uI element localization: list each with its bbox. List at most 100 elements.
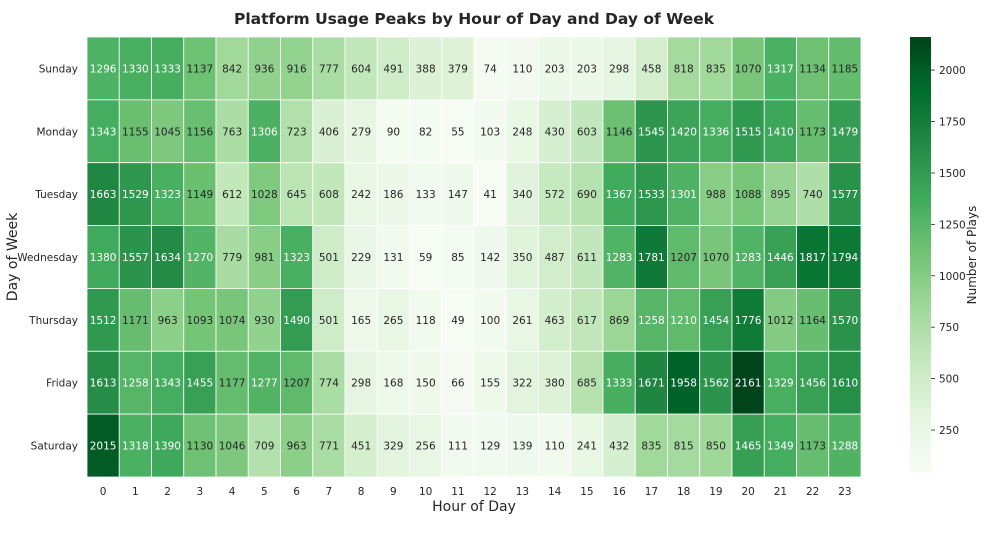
cell-value-label: 1490 [283, 315, 310, 327]
cell-value-label: 763 [222, 126, 242, 138]
heatmap-cell-labels: 1296 1330 1333 1137 842 936 916 777 604 491 388 379… [90, 63, 859, 452]
heatmap-cell [376, 413, 410, 478]
heatmap-cell [409, 413, 443, 478]
x-tick-label: 16 [612, 486, 626, 498]
cell-value-label: 1545 [638, 126, 665, 138]
cell-value-label: 963 [158, 315, 178, 327]
cell-value-label: 1296 [90, 63, 117, 75]
cell-value-label: 1155 [122, 126, 149, 138]
cell-value-label: 248 [512, 126, 532, 138]
cell-value-label: 451 [351, 441, 371, 453]
heatmap-cell [215, 36, 249, 101]
heatmap-cell [828, 99, 862, 164]
cell-value-label: 936 [254, 63, 274, 75]
cell-value-label: 501 [319, 252, 339, 264]
cell-value-label: 1333 [606, 378, 633, 390]
x-tick-label: 12 [483, 486, 496, 498]
cell-value-label: 1367 [606, 189, 633, 201]
cell-value-label: 1533 [638, 189, 665, 201]
heatmap-cell [312, 162, 346, 226]
heatmap-cell [667, 36, 701, 101]
cell-value-label: 1146 [606, 126, 633, 138]
heatmap-cell [602, 162, 636, 226]
heatmap-cell [183, 288, 217, 352]
heatmap-cell [763, 225, 797, 289]
heatmap-cell [505, 162, 539, 226]
heatmap-cell [312, 413, 346, 478]
cell-value-label: 1446 [767, 252, 794, 264]
cell-value-label: 1046 [219, 441, 246, 453]
colorbar-tick-label: 500 [939, 374, 959, 386]
cell-value-label: 1173 [799, 126, 826, 138]
x-tick-label: 23 [838, 486, 851, 498]
x-axis-label: Hour of Day [432, 499, 516, 515]
heatmap-cell [183, 99, 217, 164]
cell-value-label: 432 [609, 441, 629, 453]
heatmap-cell [699, 288, 733, 352]
cell-value-label: 1283 [735, 252, 762, 264]
heatmap-cells [86, 36, 862, 478]
heatmap-cell [505, 413, 539, 478]
y-tick-labels: Sunday Monday Tuesday Wednesday Thursday Frid… [17, 63, 78, 452]
cell-value-label: 818 [674, 63, 694, 75]
cell-value-label: 55 [451, 126, 464, 138]
cell-value-label: 49 [451, 315, 464, 327]
cell-value-label: 1456 [799, 378, 826, 390]
cell-value-label: 1610 [832, 378, 859, 390]
cell-value-label: 1318 [122, 441, 149, 453]
cell-value-label: 740 [803, 189, 823, 201]
cell-value-label: 430 [545, 126, 565, 138]
heatmap-cell [538, 288, 572, 352]
cell-value-label: 85 [451, 252, 464, 264]
cell-value-label: 963 [287, 441, 307, 453]
cell-value-label: 1210 [670, 315, 697, 327]
cell-value-label: 142 [480, 252, 500, 264]
heatmap-cell [570, 350, 604, 415]
cell-value-label: 1958 [670, 378, 697, 390]
cell-value-label: 1045 [154, 126, 181, 138]
cell-value-label: 41 [483, 189, 496, 201]
cell-value-label: 139 [512, 441, 532, 453]
cell-value-label: 1277 [251, 378, 278, 390]
cell-value-label: 1577 [832, 189, 859, 201]
cell-value-label: 1012 [767, 315, 794, 327]
cell-value-label: 298 [351, 378, 371, 390]
y-tick-label: Wednesday [17, 252, 78, 264]
colorbar: 250 500 750 1000 1250 1500 1750 2000 Number of … [910, 37, 979, 473]
cell-value-label: 835 [641, 441, 661, 453]
heatmap-cell [151, 162, 185, 226]
cell-value-label: 186 [383, 189, 403, 201]
cell-value-label: 131 [383, 252, 403, 264]
cell-value-label: 491 [383, 63, 403, 75]
heatmap-cell [441, 413, 475, 478]
x-tick-labels: 0 1 2 3 4 5 6 7 8 9 10 11 12 13 14 15 16 17 18 19 20 21 22 23 [100, 486, 852, 498]
cell-value-label: 379 [448, 63, 468, 75]
colorbar-label: Number of Plays [965, 206, 979, 305]
heatmap-cell [280, 36, 314, 101]
x-tick-label: 9 [390, 486, 397, 498]
cell-value-label: 1093 [187, 315, 214, 327]
cell-value-label: 1330 [122, 63, 149, 75]
cell-value-label: 685 [577, 378, 597, 390]
cell-value-label: 1323 [154, 189, 181, 201]
cell-value-label: 463 [545, 315, 565, 327]
heatmap-cell [796, 225, 830, 289]
cell-value-label: 1671 [638, 378, 665, 390]
cell-value-label: 1529 [122, 189, 149, 201]
cell-value-label: 930 [254, 315, 274, 327]
cell-value-label: 608 [319, 189, 339, 201]
cell-value-label: 1781 [638, 252, 665, 264]
heatmap-cell [86, 288, 120, 352]
heatmap-cell [828, 350, 862, 415]
cell-value-label: 1380 [90, 252, 117, 264]
x-tick-label: 10 [419, 486, 432, 498]
cell-value-label: 458 [641, 63, 661, 75]
cell-value-label: 1301 [670, 189, 697, 201]
cell-value-label: 261 [512, 315, 532, 327]
heatmap-cell [634, 99, 668, 164]
cell-value-label: 1343 [154, 378, 181, 390]
heatmap-cell [312, 36, 346, 101]
cell-value-label: 1336 [703, 126, 730, 138]
heatmap-cell [376, 350, 410, 415]
